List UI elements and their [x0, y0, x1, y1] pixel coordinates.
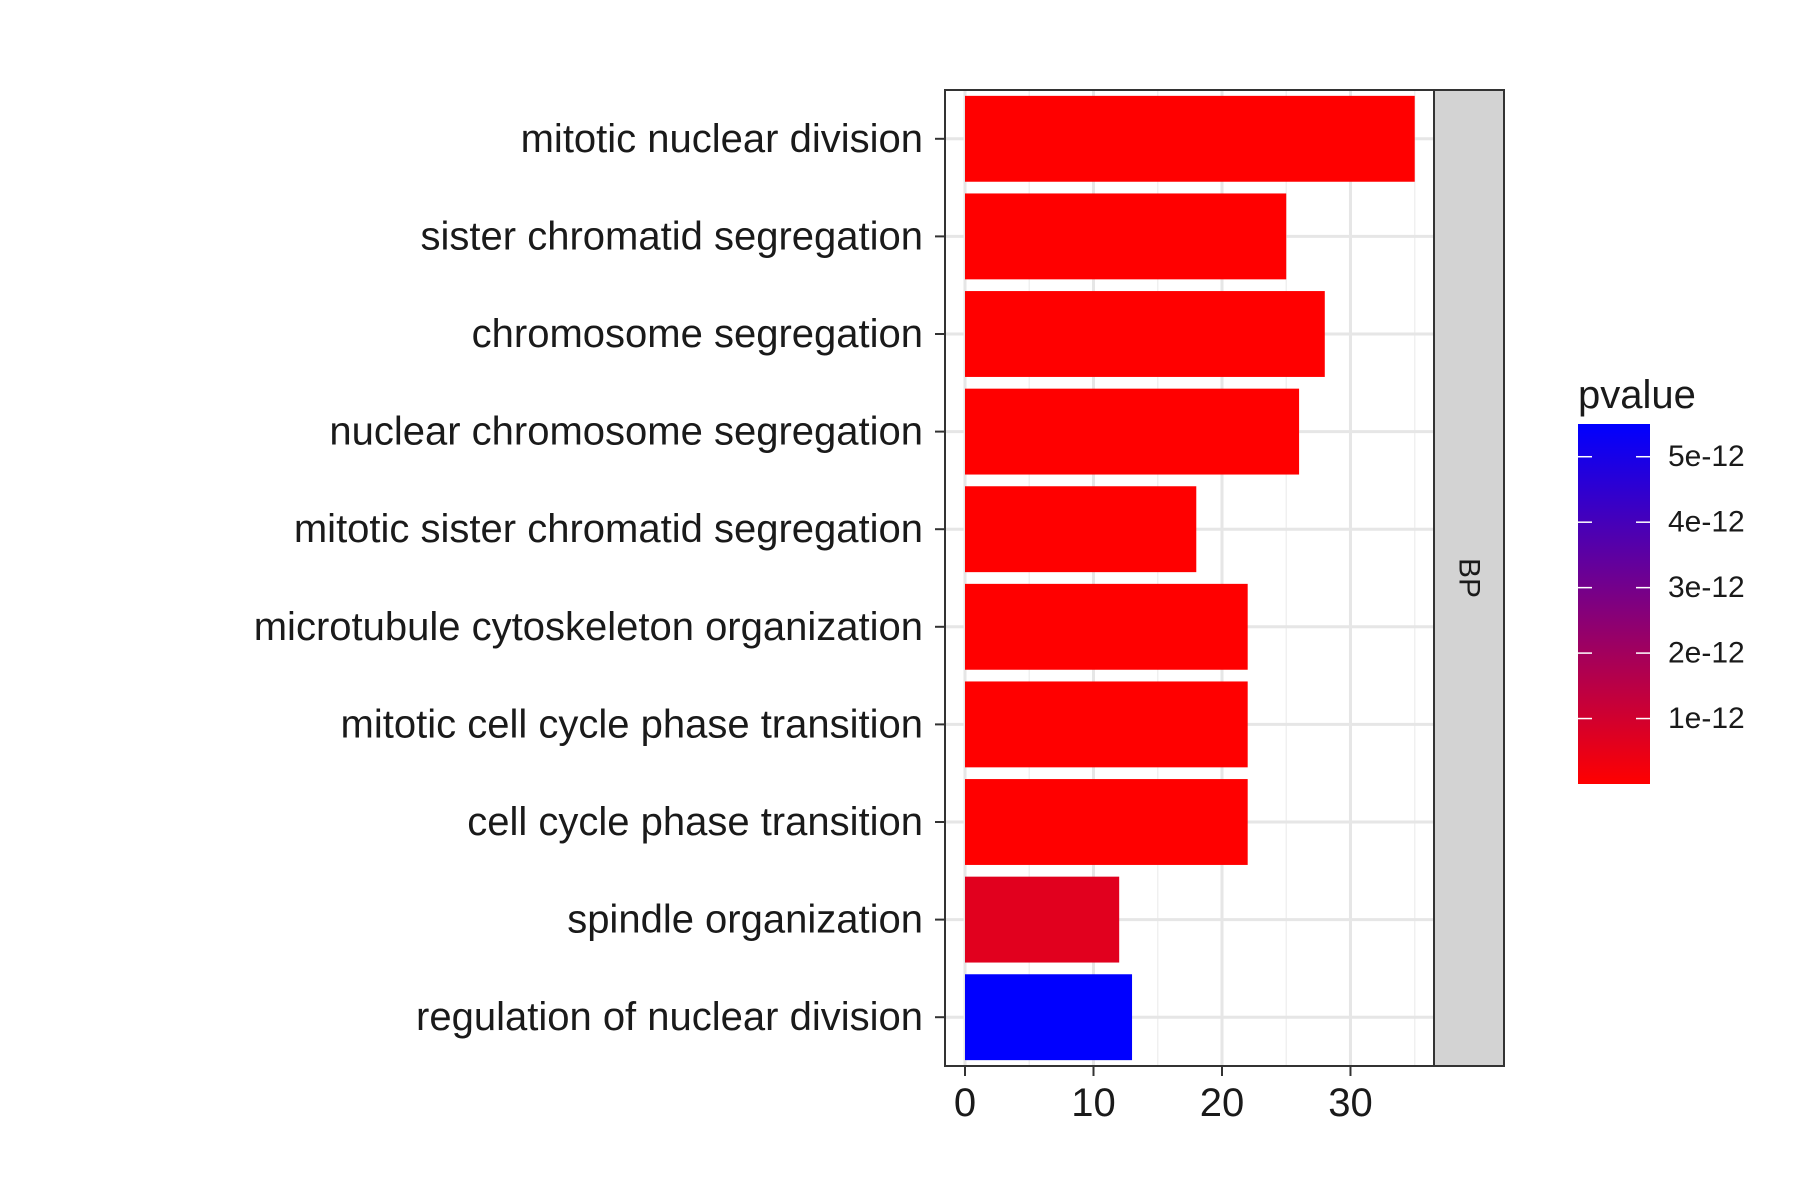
- legend-ticks: 1e-12 2e-12 3e-12 4e-12 5e-12: [1578, 440, 1745, 735]
- legend-colorbar: [1578, 424, 1650, 784]
- facet-strip: BP: [1433, 89, 1505, 1067]
- colorbar-legend: pvalue 1e-12 2e-12 3e-12 4e-12 5e-12: [1578, 373, 1745, 784]
- category-label: sister chromatid segregation: [421, 214, 923, 258]
- x-tick-label: 20: [1200, 1081, 1245, 1125]
- legend-tick-label: 5e-12: [1668, 440, 1745, 473]
- facet-strip-background: [1433, 89, 1505, 1067]
- x-tick-label: 10: [1071, 1081, 1116, 1125]
- bar: [965, 388, 1300, 475]
- category-label: mitotic nuclear division: [521, 117, 923, 161]
- bar: [965, 681, 1248, 768]
- bars: [965, 95, 1415, 1061]
- category-label: nuclear chromosome segregation: [329, 410, 923, 454]
- bar: [965, 486, 1197, 573]
- x-axis: 0 10 20 30: [954, 1066, 1373, 1125]
- x-tick-label: 30: [1328, 1081, 1373, 1125]
- bar: [965, 193, 1287, 280]
- bar: [965, 95, 1415, 182]
- category-label: regulation of nuclear division: [416, 995, 923, 1039]
- x-tick-label: 0: [954, 1081, 976, 1125]
- bar: [965, 876, 1120, 963]
- category-label: spindle organization: [567, 898, 923, 942]
- category-label: cell cycle phase transition: [467, 800, 923, 844]
- y-axis: mitotic nuclear division sister chromatid…: [254, 117, 945, 1039]
- category-label: microtubule cytoskeleton organization: [254, 605, 923, 649]
- category-label: mitotic sister chromatid segregation: [294, 507, 923, 551]
- legend-tick-label: 1e-12: [1668, 702, 1745, 735]
- legend-tick-label: 4e-12: [1668, 506, 1745, 539]
- legend-title: pvalue: [1578, 373, 1696, 417]
- legend-tick-label: 3e-12: [1668, 571, 1745, 604]
- bar: [965, 974, 1133, 1061]
- legend-tick-label: 2e-12: [1668, 637, 1745, 670]
- category-label: mitotic cell cycle phase transition: [341, 702, 923, 746]
- bar: [965, 779, 1248, 865]
- category-label: chromosome segregation: [472, 312, 923, 356]
- bar: [965, 583, 1248, 670]
- facet-strip-label: BP: [1453, 558, 1486, 598]
- bar: [965, 291, 1325, 377]
